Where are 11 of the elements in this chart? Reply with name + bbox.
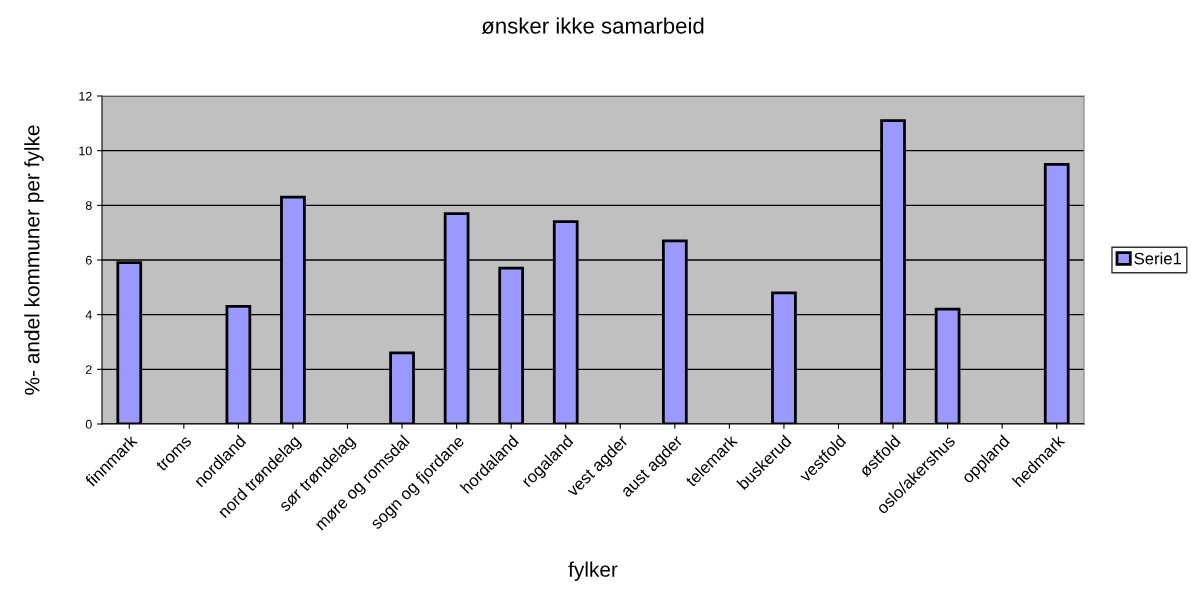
chart-title: ønsker ikke samarbeid	[481, 17, 704, 34]
y-tick-label: 4	[85, 310, 92, 320]
y-tick-label: 12	[79, 91, 92, 101]
y-tick-label: 2	[85, 365, 92, 374]
legend-label: Serie1	[1134, 252, 1181, 265]
y-axis-title: %- andel kommuner per fylke	[24, 125, 44, 395]
y-tick-label: 10	[79, 146, 92, 156]
y-tick-label: 0	[85, 419, 92, 429]
y-tick-label: 6	[85, 255, 92, 265]
y-tick-label: 8	[85, 201, 92, 210]
x-axis-title: fylker	[568, 561, 618, 581]
